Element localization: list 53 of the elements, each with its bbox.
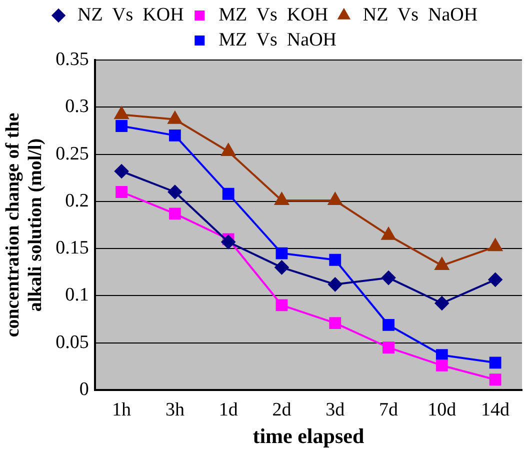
point (434, 258, 449, 270)
point (274, 260, 289, 274)
point (168, 185, 182, 199)
point (436, 349, 448, 362)
y-axis-title: concentration change of the alkali solution (mol/l) (2, 112, 46, 338)
x-tick-label: 14d (481, 399, 510, 420)
x-tick-label: 10d (428, 399, 457, 420)
point (221, 143, 236, 156)
point (222, 188, 234, 200)
point (329, 254, 342, 266)
point (328, 192, 342, 205)
y-tick-label: 0.3 (65, 96, 89, 118)
point (329, 317, 342, 330)
point (488, 272, 502, 287)
x-tick-label: 1h (112, 399, 132, 420)
y-tick-label: 0.25 (56, 143, 89, 164)
y-tick-label: 0 (79, 378, 89, 400)
point (488, 238, 502, 252)
point (276, 247, 288, 260)
point (434, 296, 449, 310)
x-axis-title: time elapsed (252, 424, 364, 448)
y-tick-label: 0.1 (65, 284, 89, 306)
point (168, 111, 182, 124)
point (168, 208, 181, 220)
legend-label: NZ Vs NaOH (362, 4, 478, 26)
point (274, 192, 289, 205)
point (328, 277, 342, 292)
x-tick-label: 2d (272, 399, 292, 420)
legend-label: MZ Vs KOH (218, 4, 328, 26)
point (381, 227, 396, 240)
point (114, 164, 129, 178)
point (382, 342, 394, 354)
point (114, 106, 129, 120)
x-tick-label: 7d (379, 399, 399, 420)
point (382, 318, 394, 331)
legend-label: NZ Vs KOH (78, 4, 184, 26)
y-tick-label: 0.2 (65, 190, 89, 212)
x-tick-label: 3h (165, 399, 185, 420)
point (116, 120, 128, 132)
point (221, 234, 236, 249)
y-tick-label: 0.15 (56, 238, 89, 259)
x-tick-label: 3d (326, 399, 346, 420)
point (382, 270, 396, 285)
y-tick-label: 0.35 (56, 48, 89, 70)
point (436, 360, 448, 372)
legend-label: MZ Vs NaOH (218, 29, 337, 50)
point (489, 356, 502, 369)
point (276, 299, 288, 312)
point (116, 186, 128, 198)
point (489, 374, 502, 386)
point (168, 129, 181, 142)
y-tick-label: 0.05 (56, 332, 89, 353)
x-tick-label: 1d (218, 399, 238, 420)
